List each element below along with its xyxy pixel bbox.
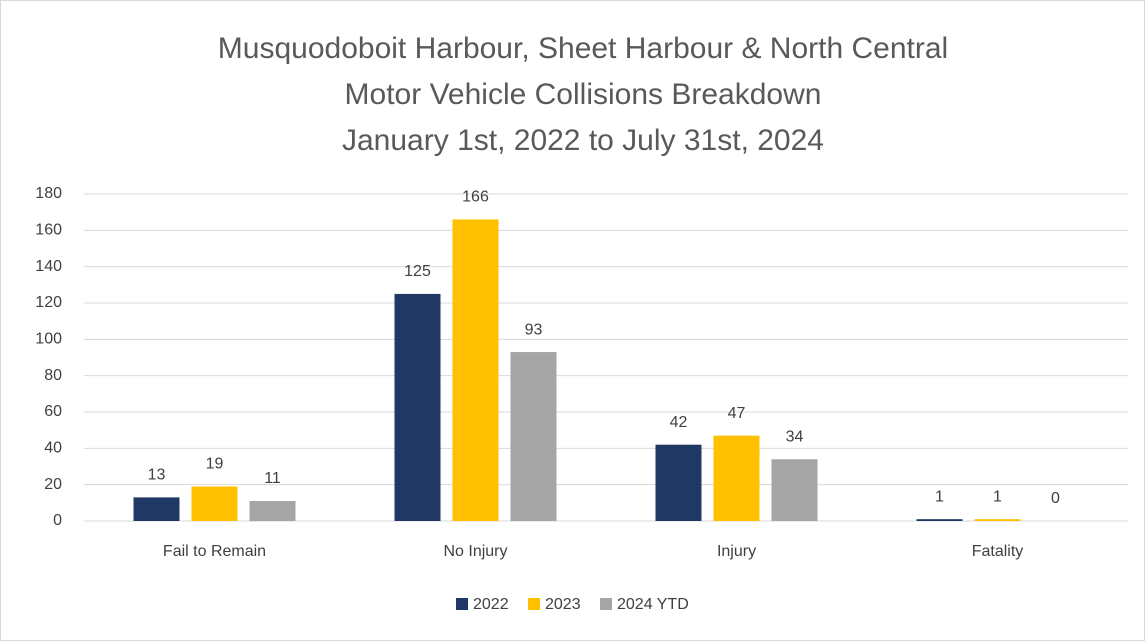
y-tick-label: 80 [44,367,62,384]
bar [510,352,557,521]
chart-title: Musquodoboit Harbour, Sheet Harbour & No… [218,32,948,65]
bar [394,293,441,521]
y-tick-label: 0 [53,512,62,529]
data-label: 0 [1051,490,1060,507]
y-tick-label: 180 [35,185,62,202]
data-label: 34 [786,428,804,445]
bar [916,519,963,521]
bar [133,497,180,521]
legend-label: 2023 [545,596,581,613]
x-tick-label: Injury [717,543,756,560]
data-label: 1 [935,488,944,505]
y-tick-label: 60 [44,403,62,420]
y-tick-label: 100 [35,331,62,348]
data-label: 11 [264,470,281,487]
data-label: 19 [206,456,224,473]
bar [452,219,499,521]
data-label: 42 [670,414,688,431]
x-tick-label: Fatality [972,543,1024,560]
data-label: 13 [148,467,166,484]
bar [771,459,818,521]
y-tick-label: 40 [44,440,62,457]
data-label: 1 [993,488,1002,505]
data-label: 125 [404,263,431,280]
data-label: 166 [462,189,489,206]
legend-swatch [456,598,468,610]
chart-title: January 1st, 2022 to July 31st, 2024 [342,124,824,157]
legend-swatch [528,598,540,610]
x-tick-label: No Injury [443,543,507,560]
legend-label: 2024 YTD [617,596,689,613]
y-tick-label: 120 [35,294,62,311]
legend-label: 2022 [473,596,509,613]
bar [249,501,296,521]
bar [713,435,760,521]
bar [974,519,1021,521]
y-tick-label: 140 [35,258,62,275]
bar [191,486,238,521]
chart-title: Motor Vehicle Collisions Breakdown [345,78,822,111]
data-label: 47 [728,405,746,422]
y-tick-label: 160 [35,222,62,239]
x-tick-label: Fail to Remain [163,543,266,560]
data-label: 93 [525,321,543,338]
legend-swatch [600,598,612,610]
y-tick-label: 20 [44,476,62,493]
bar [655,444,702,521]
